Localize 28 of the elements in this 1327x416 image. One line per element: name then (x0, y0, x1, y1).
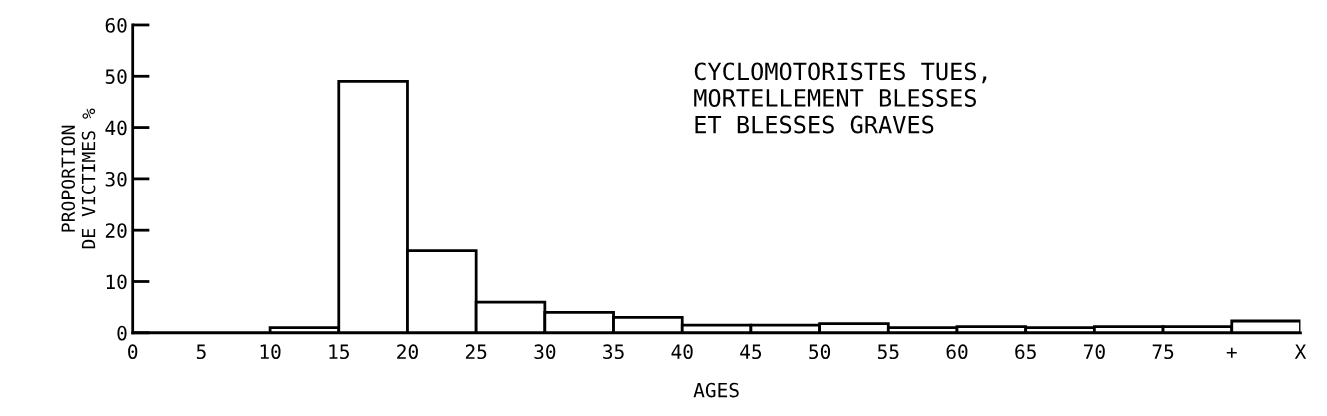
y-tick-label: 30 (105, 171, 127, 187)
x-tick-label: 70 (1084, 344, 1105, 360)
x-tick-label: 75 (1152, 344, 1174, 360)
y-tick-label: 10 (106, 274, 127, 290)
x-tick-label: 30 (534, 344, 556, 360)
y-tick-label: 0 (117, 325, 127, 341)
x-axis-title: AGES (693, 382, 739, 398)
x-tick-label: X (1294, 344, 1307, 359)
annotation: CYCLOMOTORISTES TUES, MORTELLEMENT BLESSES ET BLESSES GRAVES (694, 62, 987, 134)
y-tick-label: 20 (105, 223, 127, 238)
x-tick-label: 25 (465, 344, 487, 360)
x-tick-label: 60 (946, 344, 968, 360)
y-axis-title: PROPORTION DE VICTIMES % (61, 108, 96, 249)
x-tick-label: 35 (603, 344, 624, 360)
x-tick-label: 0 (128, 344, 138, 360)
x-tick-label: + (1226, 347, 1237, 358)
x-tick-label: 20 (397, 344, 418, 360)
x-tick-label: 45 (740, 344, 762, 360)
x-tick-label: 15 (329, 344, 349, 360)
y-tick-label: 60 (105, 17, 127, 33)
y-tick-label: 40 (105, 120, 127, 136)
x-tick-label: 10 (260, 344, 281, 360)
y-tick-label: 50 (105, 69, 127, 84)
x-tick-label: 5 (196, 344, 206, 360)
x-tick-label: 50 (809, 344, 831, 360)
x-tick-label: 40 (671, 344, 693, 360)
x-tick-label: 55 (877, 344, 899, 360)
x-tick-label: 65 (1015, 344, 1036, 360)
